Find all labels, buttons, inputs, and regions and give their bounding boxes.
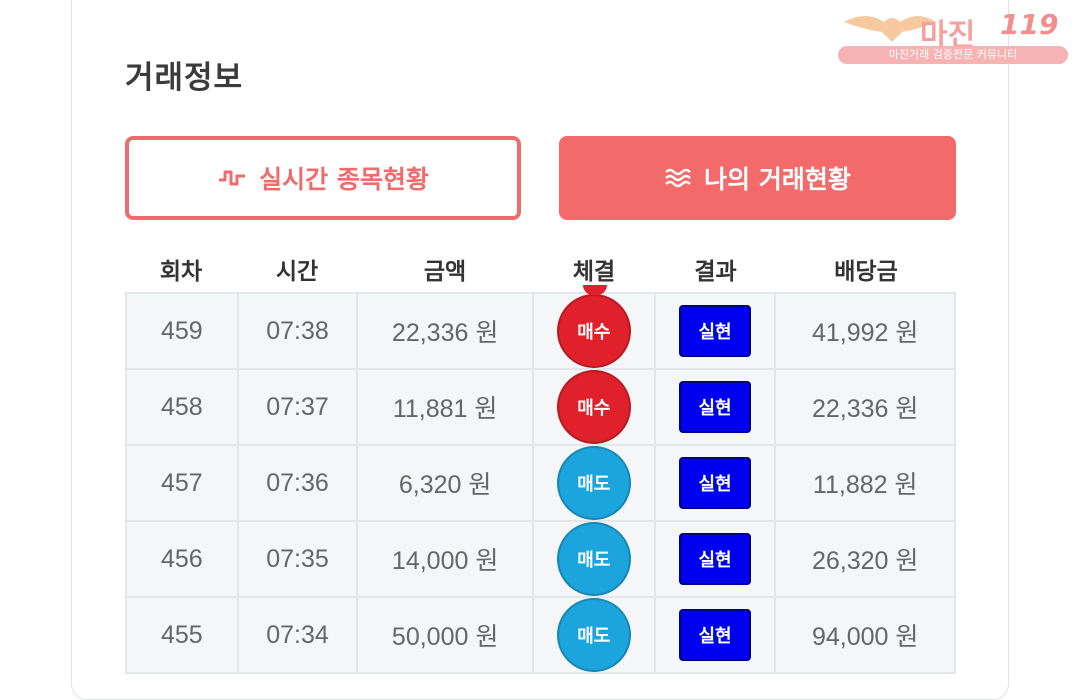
result-badge: 실현 <box>679 381 752 433</box>
col-header-time: 시간 <box>275 259 319 285</box>
execution-cell: 매수 <box>531 292 656 370</box>
execution-badge: 매도 <box>556 522 631 596</box>
waves-icon <box>665 168 691 188</box>
round-cell: 455 <box>125 596 239 674</box>
amount-cell: 50,000 원 <box>356 596 534 674</box>
result-cell: 실현 <box>653 444 777 522</box>
payout-cell: 22,336 원 <box>774 368 956 446</box>
amount-cell: 6,320 원 <box>356 444 534 522</box>
round-cell: 457 <box>125 444 239 522</box>
amount-cell: 11,881 원 <box>356 368 534 446</box>
execution-badge: 매도 <box>556 446 631 520</box>
table-row: 456 07:35 14,000 원 매도 실현 26,320 원 <box>125 520 956 598</box>
time-cell: 07:37 <box>236 368 359 446</box>
result-badge: 실현 <box>679 533 752 585</box>
page-title: 거래정보 <box>125 60 244 96</box>
watermark-suffix: 119 <box>1000 8 1059 41</box>
round-cell: 458 <box>125 368 239 446</box>
col-header-amount: 금액 <box>423 259 467 285</box>
col-header-round: 회차 <box>159 259 203 285</box>
result-cell: 실현 <box>653 520 777 598</box>
payout-cell: 11,882 원 <box>774 444 956 522</box>
result-badge: 실현 <box>679 609 752 661</box>
payout-cell: 94,000 원 <box>774 596 956 674</box>
execution-cell: 매도 <box>531 444 656 522</box>
table-row: 458 07:37 11,881 원 매수 실현 22,336 원 <box>125 368 956 446</box>
round-cell: 456 <box>125 520 239 598</box>
col-header-execution: 체결 <box>572 259 616 285</box>
result-badge: 실현 <box>679 457 752 509</box>
col-header-payout: 배당금 <box>834 259 898 285</box>
execution-cell: 매도 <box>531 596 656 674</box>
eagle-emblem-icon <box>844 16 936 42</box>
watermark-tagline: 마진거래 검증전문 커뮤니티 <box>838 46 1068 64</box>
execution-cell: 매도 <box>531 520 656 598</box>
realtime-status-label: 실시간 종목현황 <box>259 165 429 194</box>
table-row: 459 07:38 22,336 원 매수 실현 41,992 원 <box>125 292 956 370</box>
result-badge: 실현 <box>679 305 752 357</box>
payout-cell: 41,992 원 <box>774 292 956 370</box>
execution-badge: 매수 <box>556 294 631 368</box>
time-cell: 07:36 <box>236 444 359 522</box>
execution-badge: 매도 <box>556 598 631 672</box>
time-cell: 07:38 <box>236 292 359 370</box>
pulse-icon <box>219 170 246 186</box>
round-cell: 459 <box>125 292 239 370</box>
my-trades-label: 나의 거래현황 <box>704 165 851 194</box>
result-cell: 실현 <box>653 292 777 370</box>
badge-overflow <box>583 285 607 295</box>
col-header-result: 결과 <box>694 259 737 285</box>
result-cell: 실현 <box>653 596 777 674</box>
execution-badge: 매수 <box>556 370 631 444</box>
result-cell: 실현 <box>653 368 777 446</box>
my-trades-button[interactable]: 나의 거래현황 <box>559 136 956 220</box>
amount-cell: 22,336 원 <box>356 292 534 370</box>
realtime-status-button[interactable]: 실시간 종목현황 <box>125 136 521 220</box>
payout-cell: 26,320 원 <box>774 520 956 598</box>
table-row: 457 07:36 6,320 원 매도 실현 11,882 원 <box>125 444 956 522</box>
table-row: 455 07:34 50,000 원 매도 실현 94,000 원 <box>125 596 956 674</box>
trade-table: 459 07:38 22,336 원 매수 실현 41,992 원 458 07:37 11,8… <box>125 292 956 674</box>
time-cell: 07:35 <box>236 520 359 598</box>
amount-cell: 14,000 원 <box>356 520 534 598</box>
execution-cell: 매수 <box>531 368 656 446</box>
time-cell: 07:34 <box>236 596 359 674</box>
